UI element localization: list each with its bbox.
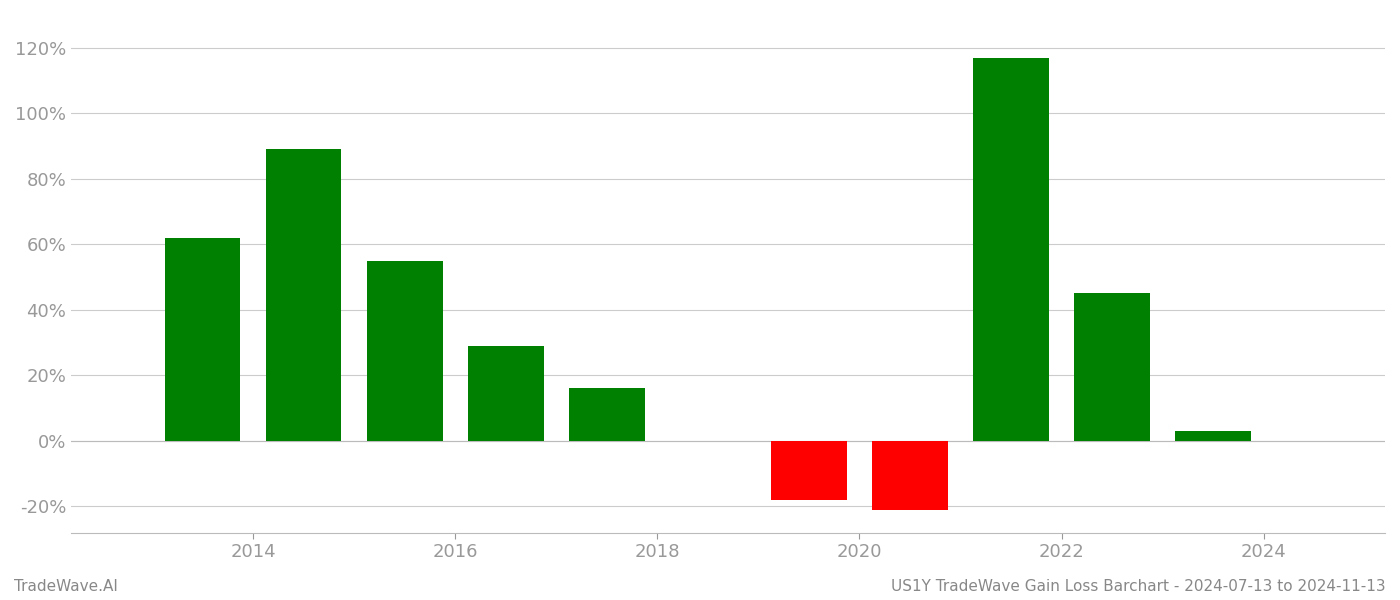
Bar	[468, 346, 543, 441]
Bar	[568, 388, 644, 441]
Bar	[973, 58, 1049, 441]
Bar	[367, 260, 442, 441]
Text: TradeWave.AI: TradeWave.AI	[14, 579, 118, 594]
Bar	[266, 149, 342, 441]
Bar	[1175, 431, 1252, 441]
Bar	[165, 238, 241, 441]
Bar	[872, 441, 948, 509]
Bar	[1074, 293, 1149, 441]
Bar	[771, 441, 847, 500]
Text: US1Y TradeWave Gain Loss Barchart - 2024-07-13 to 2024-11-13: US1Y TradeWave Gain Loss Barchart - 2024…	[892, 579, 1386, 594]
